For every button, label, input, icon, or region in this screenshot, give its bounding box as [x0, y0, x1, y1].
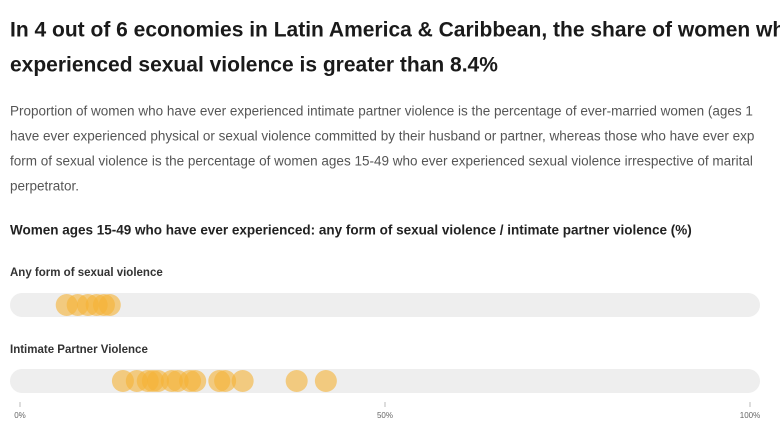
dot	[98, 294, 121, 316]
dot	[184, 370, 207, 392]
title-line: experienced sexual violence is greater t…	[10, 54, 498, 77]
x-tick-label: 0%	[14, 411, 26, 420]
dot	[314, 370, 337, 392]
track	[10, 293, 760, 317]
description-line: form of sexual violence is the percentag…	[10, 154, 753, 169]
dot	[285, 370, 308, 392]
chart-subtitle: Women ages 15-49 who have ever experienc…	[10, 223, 692, 238]
x-tick-label: 100%	[740, 411, 760, 420]
row-label: Any form of sexual violence	[10, 267, 163, 279]
dot	[214, 370, 237, 392]
title-line: In 4 out of 6 economies in Latin America…	[10, 19, 780, 42]
x-tick-label: 50%	[377, 411, 393, 420]
description-line: Proportion of women who have ever experi…	[10, 104, 753, 119]
description-line: have ever experienced physical or sexual…	[10, 129, 754, 144]
row-label: Intimate Partner Violence	[10, 344, 148, 356]
description-line: perpetrator.	[10, 179, 79, 194]
dot	[231, 370, 254, 392]
